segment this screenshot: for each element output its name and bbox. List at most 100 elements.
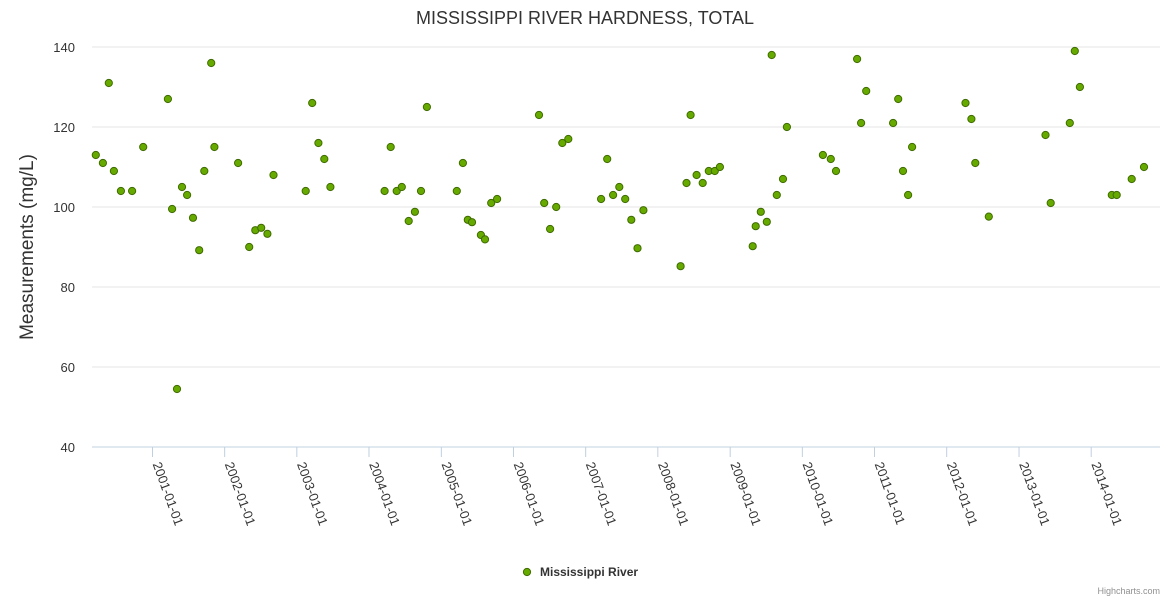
data-point[interactable] xyxy=(467,218,477,227)
data-point[interactable] xyxy=(416,186,426,196)
data-point[interactable] xyxy=(245,242,254,252)
data-point[interactable] xyxy=(772,190,781,200)
data-point[interactable] xyxy=(91,150,100,160)
data-point[interactable] xyxy=(397,182,406,192)
data-point[interactable] xyxy=(715,162,725,172)
data-point[interactable] xyxy=(682,178,691,188)
data-point[interactable] xyxy=(109,166,119,176)
data-point[interactable] xyxy=(1112,190,1121,200)
data-point[interactable] xyxy=(301,186,310,196)
data-point[interactable] xyxy=(422,102,431,112)
data-point[interactable] xyxy=(889,118,898,128)
data-point[interactable] xyxy=(386,142,395,152)
data-point[interactable] xyxy=(692,170,701,180)
data-point[interactable] xyxy=(314,138,323,148)
data-point[interactable] xyxy=(1046,198,1055,208)
data-point[interactable] xyxy=(320,154,329,164)
data-point[interactable] xyxy=(487,198,496,208)
data-point[interactable] xyxy=(778,174,788,184)
data-point[interactable] xyxy=(404,216,413,226)
data-point[interactable] xyxy=(552,202,561,212)
data-point[interactable] xyxy=(380,186,389,196)
data-point[interactable] xyxy=(698,178,707,188)
data-point[interactable] xyxy=(263,229,272,238)
data-point[interactable] xyxy=(857,118,866,128)
data-point[interactable] xyxy=(676,262,685,271)
data-point[interactable] xyxy=(751,222,760,231)
data-point[interactable] xyxy=(686,110,695,120)
credits-link[interactable]: Highcharts.com xyxy=(1097,586,1160,596)
data-point[interactable] xyxy=(904,190,913,200)
data-point[interactable] xyxy=(961,98,970,108)
data-point[interactable] xyxy=(1041,130,1050,140)
legend[interactable]: Mississippi River xyxy=(522,565,638,579)
data-point[interactable] xyxy=(564,134,573,144)
data-point[interactable] xyxy=(269,170,278,180)
data-point[interactable] xyxy=(128,186,137,196)
data-point[interactable] xyxy=(534,110,544,120)
data-point[interactable] xyxy=(200,166,209,176)
data-point[interactable] xyxy=(831,166,841,176)
chart-title: MISSISSIPPI RIVER HARDNESS, TOTAL xyxy=(416,8,754,28)
data-point[interactable] xyxy=(862,86,871,96)
data-point[interactable] xyxy=(98,158,108,168)
legend-item-label[interactable]: Mississippi River xyxy=(540,565,638,579)
data-point[interactable] xyxy=(540,198,549,208)
data-point[interactable] xyxy=(480,235,490,244)
data-point[interactable] xyxy=(818,150,828,160)
data-point[interactable] xyxy=(188,213,198,222)
data-point[interactable] xyxy=(558,138,567,148)
data-point[interactable] xyxy=(633,244,642,253)
data-point[interactable] xyxy=(139,142,148,152)
data-point[interactable] xyxy=(621,194,630,204)
data-point[interactable] xyxy=(603,154,612,164)
data-point[interactable] xyxy=(210,142,219,152)
data-point[interactable] xyxy=(597,194,606,204)
data-point[interactable] xyxy=(195,246,204,255)
data-point[interactable] xyxy=(168,204,177,214)
x-axis: 2001-01-01 2002-01-01 2003-01-01 2004-01-01… xyxy=(92,446,1160,528)
data-point[interactable] xyxy=(163,94,172,104)
data-point[interactable] xyxy=(458,158,467,168)
data-point[interactable] xyxy=(116,186,126,196)
data-point[interactable] xyxy=(410,207,419,216)
data-point[interactable] xyxy=(627,215,636,224)
data-point[interactable] xyxy=(609,190,618,200)
data-point[interactable] xyxy=(762,217,771,226)
data-point[interactable] xyxy=(1075,82,1085,92)
data-point[interactable] xyxy=(782,122,792,132)
data-point[interactable] xyxy=(257,223,266,232)
data-point[interactable] xyxy=(207,58,216,68)
x-tick-label: 2001-01-01 xyxy=(150,460,187,528)
data-point[interactable] xyxy=(452,186,461,196)
data-point[interactable] xyxy=(826,154,835,164)
data-point[interactable] xyxy=(967,114,976,124)
data-point[interactable] xyxy=(234,158,243,168)
data-point[interactable] xyxy=(1127,174,1136,184)
data-point[interactable] xyxy=(639,206,648,215)
data-point[interactable] xyxy=(1065,118,1074,128)
data-point[interactable] xyxy=(177,182,187,192)
x-tick-label: 2010-01-01 xyxy=(800,460,837,528)
data-point[interactable] xyxy=(894,94,903,104)
data-point[interactable] xyxy=(1070,46,1079,56)
data-point[interactable] xyxy=(172,384,182,394)
data-point[interactable] xyxy=(971,158,980,168)
data-point[interactable] xyxy=(308,98,317,108)
data-point[interactable] xyxy=(1139,162,1149,172)
y-tick-label: 60 xyxy=(61,360,75,375)
data-point[interactable] xyxy=(748,242,757,251)
data-point[interactable] xyxy=(183,190,192,200)
data-point[interactable] xyxy=(908,142,917,152)
data-point[interactable] xyxy=(326,182,335,192)
data-point[interactable] xyxy=(984,212,993,221)
data-point[interactable] xyxy=(546,224,555,234)
legend-marker-icon xyxy=(522,567,532,577)
data-point[interactable] xyxy=(767,50,776,60)
data-point[interactable] xyxy=(104,78,113,88)
data-point[interactable] xyxy=(615,182,624,192)
data-point[interactable] xyxy=(493,194,502,204)
data-point[interactable] xyxy=(898,166,908,176)
data-point[interactable] xyxy=(756,207,765,216)
data-point[interactable] xyxy=(853,54,862,64)
